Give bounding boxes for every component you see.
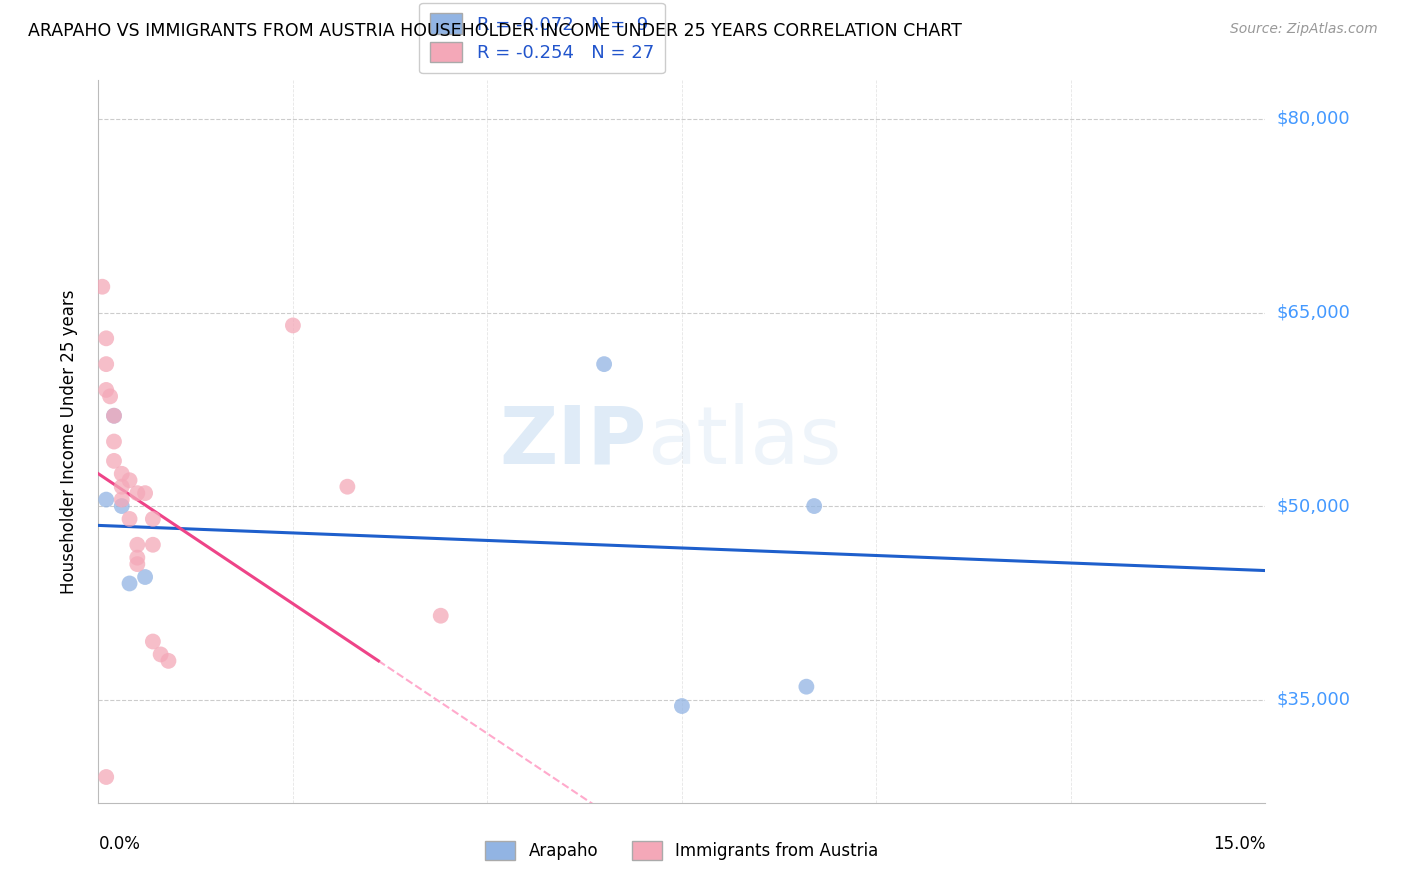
- Point: [336, 480, 359, 494]
- Text: 15.0%: 15.0%: [1213, 835, 1265, 853]
- Point: [149, 648, 172, 662]
- Point: [127, 486, 149, 500]
- Point: [429, 608, 451, 623]
- Point: [142, 538, 165, 552]
- Point: [671, 699, 693, 714]
- Point: [96, 331, 118, 345]
- Point: [281, 318, 304, 333]
- Text: $35,000: $35,000: [1277, 690, 1351, 708]
- Text: ZIP: ZIP: [499, 402, 647, 481]
- Point: [134, 486, 156, 500]
- Point: [796, 680, 818, 694]
- Point: [118, 473, 141, 487]
- Point: [127, 538, 149, 552]
- Point: [98, 389, 121, 403]
- Point: [142, 634, 165, 648]
- Legend: Arapaho, Immigrants from Austria: Arapaho, Immigrants from Austria: [479, 834, 884, 867]
- Point: [111, 467, 134, 481]
- Text: $80,000: $80,000: [1277, 110, 1350, 128]
- Text: ARAPAHO VS IMMIGRANTS FROM AUSTRIA HOUSEHOLDER INCOME UNDER 25 YEARS CORRELATION: ARAPAHO VS IMMIGRANTS FROM AUSTRIA HOUSE…: [28, 22, 962, 40]
- Point: [134, 570, 156, 584]
- Point: [142, 512, 165, 526]
- Point: [103, 454, 125, 468]
- Point: [103, 409, 125, 423]
- Point: [803, 499, 825, 513]
- Point: [111, 499, 134, 513]
- Point: [96, 770, 118, 784]
- Point: [118, 512, 141, 526]
- Point: [111, 480, 134, 494]
- Point: [96, 383, 118, 397]
- Point: [91, 279, 114, 293]
- Text: $50,000: $50,000: [1277, 497, 1350, 515]
- Point: [118, 576, 141, 591]
- Y-axis label: Householder Income Under 25 years: Householder Income Under 25 years: [59, 289, 77, 594]
- Text: $65,000: $65,000: [1277, 303, 1350, 321]
- Point: [111, 492, 134, 507]
- Point: [96, 357, 118, 371]
- Text: atlas: atlas: [647, 402, 841, 481]
- Point: [593, 357, 616, 371]
- Text: 0.0%: 0.0%: [98, 835, 141, 853]
- Point: [127, 550, 149, 565]
- Point: [157, 654, 180, 668]
- Point: [96, 492, 118, 507]
- Point: [127, 557, 149, 571]
- Point: [103, 434, 125, 449]
- Text: Source: ZipAtlas.com: Source: ZipAtlas.com: [1230, 22, 1378, 37]
- Point: [103, 409, 125, 423]
